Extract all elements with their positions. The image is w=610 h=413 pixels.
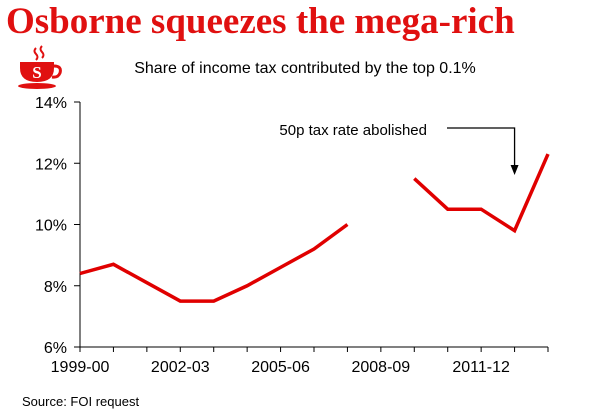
headline: Osborne squeezes the mega-rich — [6, 1, 515, 42]
annotation: 50p tax rate abolished — [279, 122, 519, 175]
cup-with-s-icon: S — [18, 45, 62, 89]
annotation-arrow-line — [447, 127, 516, 168]
annotation-arrow-head — [510, 165, 519, 175]
source-note: Source: FOI request — [22, 394, 140, 409]
y-tick-label: 10% — [35, 218, 67, 235]
y-ticks: 6% 8% 10% 12% 14% — [35, 95, 80, 357]
x-tick-label: 2011-12 — [452, 359, 510, 376]
svg-text:S: S — [32, 63, 41, 82]
series-group — [79, 153, 550, 303]
x-ticks: 1999-00 2002-03 2005-06 2008-09 2011-12 — [51, 347, 549, 376]
y-tick-label: 6% — [44, 340, 67, 357]
x-tick-label: 1999-00 — [51, 359, 110, 376]
y-tick-label: 14% — [35, 95, 67, 112]
series-line — [79, 223, 349, 303]
y-tick-label: 8% — [44, 279, 67, 296]
annotation-label: 50p tax rate abolished — [279, 122, 427, 139]
x-tick-label: 2002-03 — [151, 359, 210, 376]
x-tick-label: 2005-06 — [251, 359, 310, 376]
chart-title: Share of income tax contributed by the t… — [134, 60, 476, 77]
x-tick-label: 2008-09 — [351, 359, 410, 376]
series-line — [413, 153, 550, 234]
y-tick-label: 12% — [35, 156, 67, 173]
